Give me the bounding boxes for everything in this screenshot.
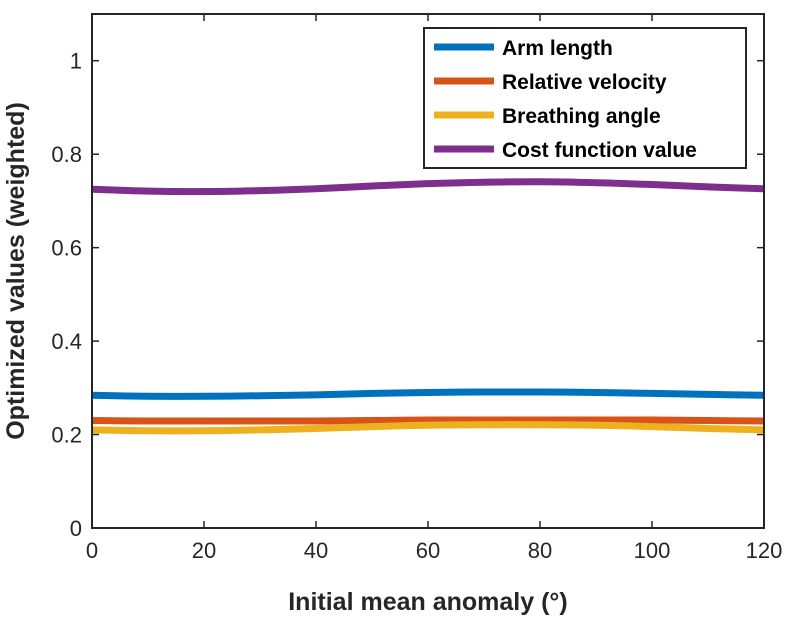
- x-tick-label: 40: [304, 538, 328, 563]
- series-line-arm-length: [91, 388, 765, 400]
- y-tick-label: 0.2: [51, 423, 82, 448]
- legend-label-arm-length: Arm length: [502, 37, 613, 60]
- x-tick-label: 60: [416, 538, 440, 563]
- y-axis-label: Optimized values (weighted): [2, 102, 30, 440]
- ticks-layer: 0 20 40 60 80 100 120 0 0.2 0.4 0.6 0.8 1: [51, 14, 782, 563]
- legend: Arm length Relative velocity Breathing ang…: [423, 27, 747, 169]
- series-line-relative-velocity: [91, 416, 765, 425]
- legend-label-relative-velocity: Relative velocity: [502, 71, 667, 94]
- y-tick-label: 0.4: [51, 329, 82, 354]
- legend-label-breathing-angle: Breathing angle: [502, 105, 661, 128]
- y-tick-label: 1: [70, 49, 82, 74]
- y-tick-label: 0: [70, 516, 82, 541]
- x-axis-label: Initial mean anomaly (°): [288, 588, 568, 616]
- legend-label-cost-function-value: Cost function value: [502, 139, 697, 162]
- x-tick-label: 0: [86, 538, 98, 563]
- x-tick-label: 80: [528, 538, 552, 563]
- series-line-cost-function-value: [91, 178, 765, 196]
- y-tick-label: 0.6: [51, 236, 82, 261]
- x-tick-label: 100: [634, 538, 671, 563]
- x-tick-label: 120: [746, 538, 783, 563]
- series-line-breathing-angle: [91, 421, 765, 435]
- series-layer: [91, 178, 765, 435]
- y-tick-label: 0.8: [51, 142, 82, 167]
- x-tick-label: 20: [192, 538, 216, 563]
- legend-box: [423, 27, 747, 169]
